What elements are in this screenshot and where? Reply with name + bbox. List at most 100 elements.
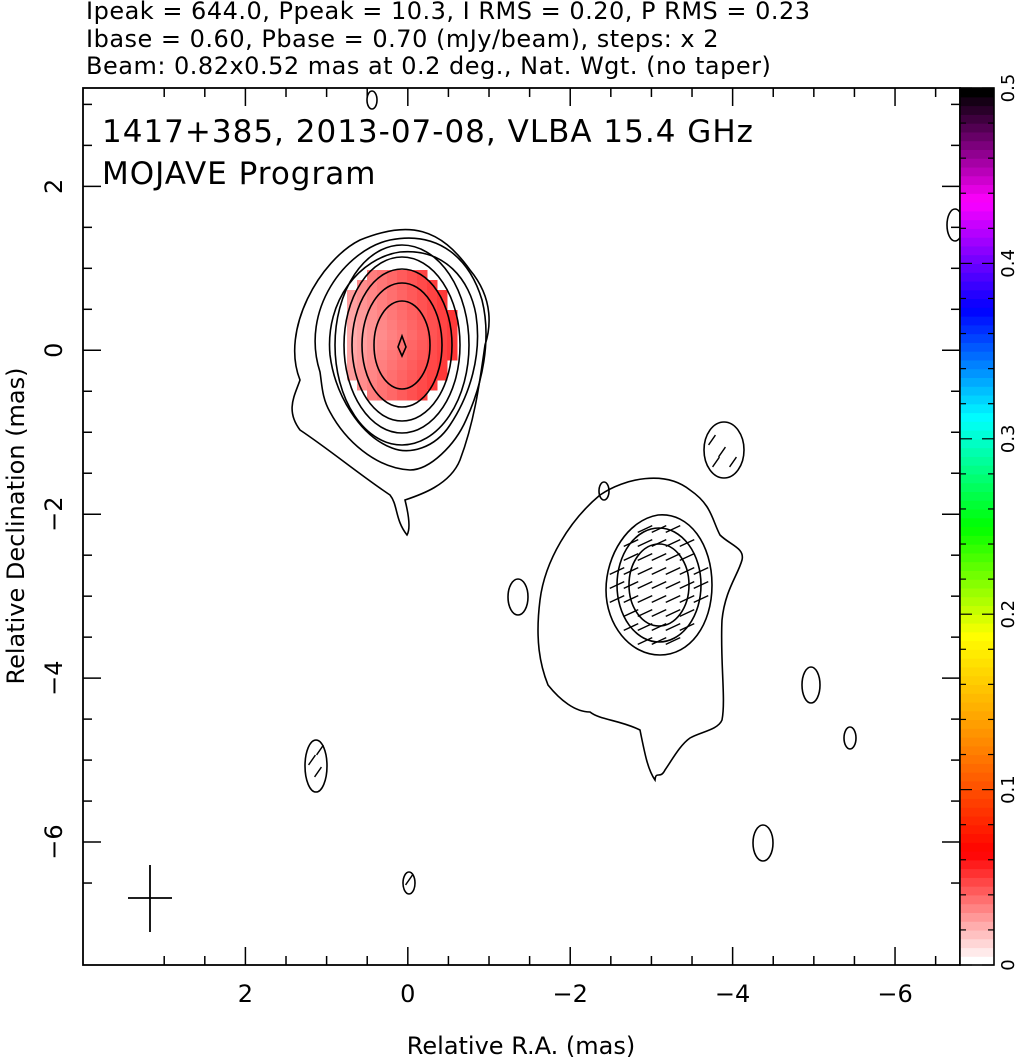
colorbar-segment bbox=[960, 886, 994, 896]
evpa-tick bbox=[679, 538, 695, 548]
polarization-pixel bbox=[397, 310, 408, 321]
evpa-tick bbox=[651, 594, 667, 604]
polarization-pixel bbox=[387, 310, 398, 321]
colorbar-segment bbox=[960, 763, 994, 773]
polarization-pixel bbox=[397, 270, 408, 281]
polarization-pixel bbox=[347, 370, 358, 381]
beam-cross bbox=[128, 865, 172, 932]
polarization-pixel bbox=[367, 290, 378, 301]
evpa-tick bbox=[637, 580, 653, 590]
polarization-pixel bbox=[437, 370, 448, 381]
x-tick-label: −2 bbox=[553, 980, 588, 1008]
polarization-pixel bbox=[407, 350, 418, 361]
polarization-pixel bbox=[427, 330, 438, 341]
y-tick-label: −6 bbox=[40, 824, 68, 859]
colorbar-segment bbox=[960, 324, 994, 335]
polarization-pixel bbox=[357, 310, 368, 321]
evpa-tick bbox=[651, 524, 667, 534]
evpa-tick bbox=[665, 594, 681, 604]
colorbar-segment bbox=[960, 175, 994, 186]
colorbar-segment bbox=[960, 131, 994, 142]
colorbar-segment bbox=[960, 280, 994, 291]
colorbar-segment bbox=[960, 114, 994, 124]
colorbar-segment bbox=[960, 649, 994, 659]
y-tick-label: 2 bbox=[40, 179, 68, 194]
evpa-tick bbox=[623, 594, 639, 604]
polarization-pixel bbox=[447, 310, 458, 321]
colorbar-segment bbox=[960, 544, 994, 554]
polarization-pixel bbox=[397, 340, 408, 351]
colorbar-segment bbox=[960, 430, 994, 440]
colorbar-segment bbox=[960, 658, 994, 668]
polarization-pixel bbox=[347, 300, 358, 311]
colorbar-segment bbox=[960, 605, 994, 615]
colorbar-segment bbox=[960, 947, 994, 957]
polarization-pixel bbox=[387, 360, 398, 371]
evpa-tick bbox=[623, 566, 639, 576]
polarization-pixel bbox=[357, 370, 368, 381]
polarization-pixel bbox=[427, 340, 438, 351]
blob-contour-1 bbox=[703, 421, 745, 479]
polarization-pixel bbox=[377, 300, 388, 311]
evpa-tick bbox=[609, 594, 625, 604]
colorbar-segment bbox=[960, 342, 994, 352]
evpa-tick bbox=[623, 608, 639, 618]
evpa-tick bbox=[637, 636, 653, 646]
colorbar-segment bbox=[960, 412, 994, 422]
blob-contour-6 bbox=[304, 739, 328, 793]
colorbar-segment bbox=[960, 421, 994, 431]
colorbar-segment bbox=[960, 912, 994, 922]
evpa-tick bbox=[609, 580, 625, 590]
polarization-pixel bbox=[407, 300, 418, 311]
polarization-pixel bbox=[357, 280, 368, 291]
colorbar-segment bbox=[960, 517, 994, 528]
polarization-pixel bbox=[387, 290, 398, 301]
polarization-pixel bbox=[437, 310, 448, 321]
colorbar-segment bbox=[960, 938, 994, 949]
colorbar-segment bbox=[960, 219, 994, 229]
evpa-tick bbox=[637, 538, 653, 548]
colorbar-segment bbox=[960, 403, 994, 414]
polarization-pixel bbox=[397, 370, 408, 381]
core-contour-7 bbox=[361, 282, 443, 408]
polarization-pixel bbox=[367, 390, 378, 401]
polarization-pixel bbox=[367, 270, 378, 281]
polarization-pixel bbox=[407, 330, 418, 341]
polarization-pixel bbox=[367, 280, 378, 291]
blob-contour-2 bbox=[598, 481, 610, 501]
colorbar-segment bbox=[960, 447, 994, 457]
evpa-tick bbox=[679, 552, 695, 562]
colorbar-segment bbox=[960, 956, 994, 966]
plot-frame bbox=[82, 87, 961, 966]
evpa-tick bbox=[623, 552, 639, 562]
evpa-tick bbox=[679, 622, 695, 632]
polarization-pixel bbox=[437, 320, 448, 331]
colorbar-segment bbox=[960, 149, 994, 159]
colorbar-tick-label: 0 bbox=[998, 959, 1019, 970]
polarization-pixel bbox=[407, 290, 418, 301]
evpa-tick bbox=[728, 456, 738, 468]
plot-subtitle: MOJAVE Program bbox=[102, 156, 376, 192]
polarization-pixel bbox=[357, 380, 368, 391]
evpa-tick bbox=[693, 594, 709, 604]
blob-contour-5 bbox=[843, 726, 857, 750]
polarization-pixel bbox=[397, 390, 408, 401]
polarization-pixel bbox=[427, 320, 438, 331]
colorbar-segment bbox=[960, 719, 994, 729]
polarization-pixel bbox=[397, 300, 408, 311]
polarization-pixel bbox=[377, 320, 388, 331]
colorbar-segment bbox=[960, 614, 994, 624]
polarization-pixel bbox=[417, 290, 428, 301]
colorbar-segment bbox=[960, 570, 994, 580]
colorbar-tick-label: 0.1 bbox=[998, 775, 1019, 804]
colorbar-segment bbox=[960, 333, 994, 343]
contour-layer bbox=[291, 90, 960, 895]
evpa-tick bbox=[651, 608, 667, 618]
evpa-tick bbox=[717, 446, 727, 458]
colorbar-segment bbox=[960, 508, 994, 519]
evpa-tick bbox=[651, 552, 667, 562]
colorbar-segment bbox=[960, 579, 994, 589]
polarization-pixel bbox=[407, 310, 418, 321]
x-axis-label: Relative R.A. (mas) bbox=[407, 1032, 635, 1060]
